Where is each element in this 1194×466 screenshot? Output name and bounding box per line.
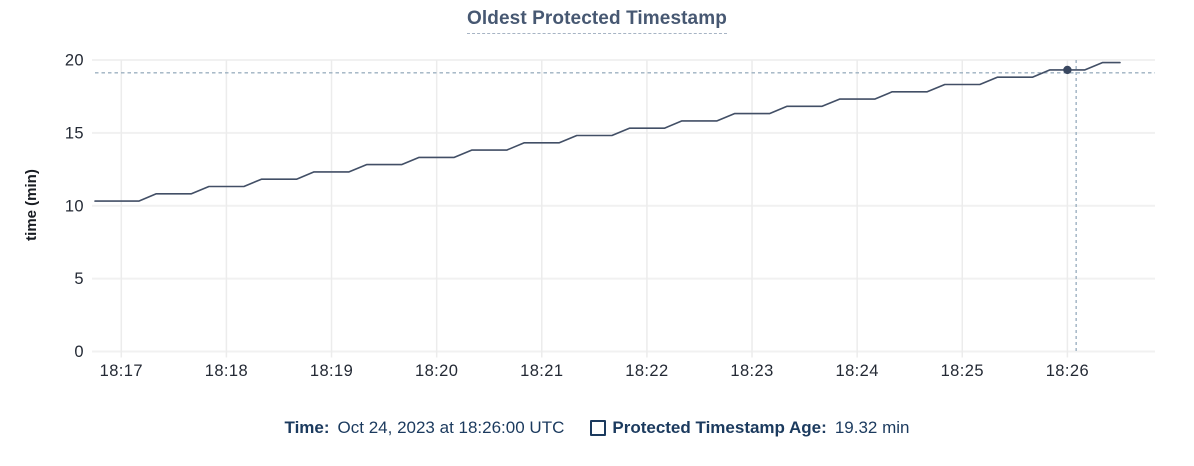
x-tick-label: 18:25 (941, 362, 984, 380)
y-tick-label: 15 (65, 124, 84, 142)
chart-header: Oldest Protected Timestamp (0, 8, 1194, 34)
x-gridlines (120, 60, 1069, 358)
legend-time-value: Oct 24, 2023 at 18:26:00 UTC (337, 418, 565, 437)
legend-series-label: Protected Timestamp Age: (612, 418, 827, 437)
chart-title[interactable]: Oldest Protected Timestamp (467, 8, 727, 34)
y-tick-labels: 0 5 10 15 20 (65, 52, 84, 362)
x-tick-label: 18:26 (1046, 362, 1089, 380)
legend-bar: Time: Oct 24, 2023 at 18:26:00 UTC Prote… (0, 417, 1194, 438)
x-tick-label: 18:22 (625, 362, 668, 380)
series-swatch-icon[interactable] (590, 419, 607, 436)
x-tick-labels: 18:17 18:18 18:19 18:20 18:21 18:22 18:23 18:24… (100, 362, 1089, 380)
y-tick-label: 10 (65, 197, 84, 215)
y-axis-title: time (min) (23, 169, 40, 241)
y-tick-label: 0 (74, 343, 84, 361)
x-tick-label: 18:18 (205, 362, 248, 380)
x-tick-label: 18:23 (730, 362, 773, 380)
y-gridlines (92, 59, 1155, 353)
y-tick-label: 5 (74, 270, 84, 288)
legend-series-toggle[interactable]: Protected Timestamp Age: (590, 417, 827, 438)
x-tick-label: 18:20 (415, 362, 458, 380)
hover-point (1063, 65, 1072, 75)
legend-time-label: Time: (284, 418, 330, 437)
series-line (94, 61, 1121, 202)
legend-series-value: 19.32 min (834, 418, 910, 437)
x-tick-label: 18:17 (100, 362, 143, 380)
x-tick-label: 18:21 (520, 362, 563, 380)
x-tick-label: 18:24 (836, 362, 879, 380)
y-tick-label: 20 (65, 52, 84, 70)
x-tick-label: 18:19 (310, 362, 353, 380)
